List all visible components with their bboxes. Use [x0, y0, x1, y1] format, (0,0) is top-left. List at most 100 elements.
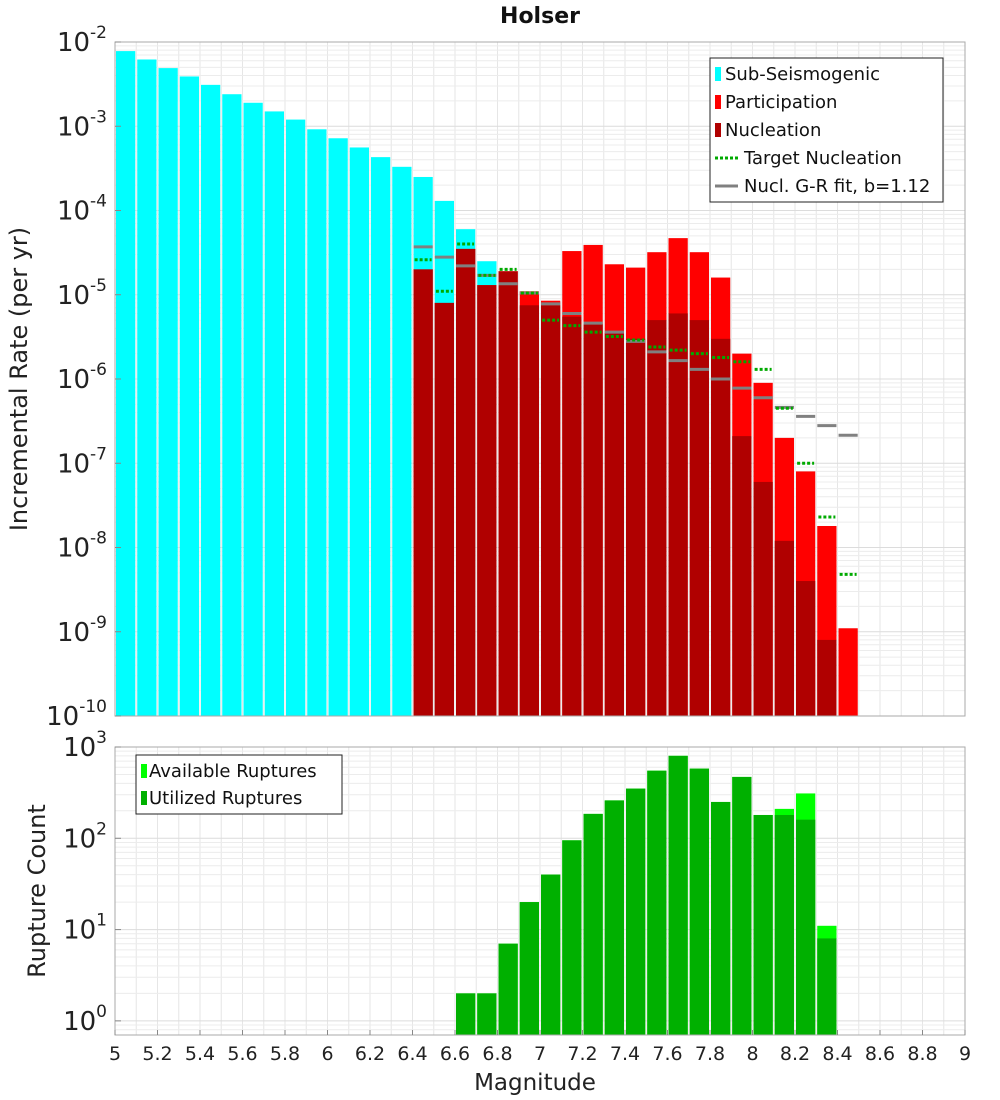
bottom-legend: Available Ruptures Utilized Ruptures — [136, 755, 342, 814]
top-ytick-label: 10-6 — [57, 360, 107, 395]
top-bar-sub-seismogenic — [116, 51, 135, 716]
top-ytick-label: 10-3 — [57, 107, 107, 142]
bottom-bar-utilized-ruptures — [499, 944, 518, 1035]
bottom-ytick-label: 102 — [63, 819, 107, 854]
top-bar-nucleation — [775, 541, 794, 716]
bottom-bar-utilized-ruptures — [626, 789, 645, 1035]
top-bar-nucleation — [754, 482, 773, 716]
top-ytick-label: 10-4 — [57, 192, 107, 227]
legend-label-sub-seismogenic: Sub-Seismogenic — [725, 64, 880, 85]
top-bar-nucleation — [414, 269, 433, 716]
top-bar-participation — [839, 628, 858, 716]
top-bar-sub-seismogenic — [137, 59, 156, 716]
top-bar-nucleation — [817, 640, 836, 716]
top-bar-sub-seismogenic — [392, 167, 411, 716]
figure: 10-10 10-9 10-8 10-7 10-6 10-5 10-4 10-3 10-2 Hol… — [0, 0, 1000, 1100]
bottom-ytick-label: 103 — [63, 728, 107, 763]
top-ytick-label: 10-2 — [57, 23, 107, 58]
bottom-bar-utilized-ruptures — [711, 802, 730, 1035]
top-bar-nucleation — [584, 324, 603, 716]
x-tick-label: 6.2 — [355, 1043, 385, 1065]
top-bar-sub-seismogenic — [244, 103, 263, 716]
bottom-bar-utilized-ruptures — [690, 769, 709, 1035]
top-bar-nucleation — [520, 305, 539, 716]
x-tick-label: 5 — [109, 1043, 121, 1065]
legend-label-target-nucleation: Target Nucleation — [743, 148, 902, 169]
legend-label-utilized-ruptures: Utilized Ruptures — [149, 788, 302, 809]
top-ytick-label: 10-7 — [57, 444, 107, 479]
top-bar-nucleation — [796, 581, 815, 716]
top-bar-sub-seismogenic — [265, 111, 284, 716]
top-ytick-label: 10-5 — [57, 276, 107, 311]
x-tick-label: 5.2 — [142, 1043, 172, 1065]
bottom-ytick-label: 100 — [63, 1002, 107, 1037]
x-axis-label: Magnitude — [474, 1070, 596, 1096]
top-bar-sub-seismogenic — [286, 120, 305, 716]
top-ytick-label: 10-9 — [57, 613, 107, 648]
top-ytick-label: 10-8 — [57, 529, 107, 564]
legend-swatch-available-ruptures — [141, 764, 147, 778]
top-bar-nucleation — [562, 317, 581, 716]
x-tick-label: 5.4 — [185, 1043, 215, 1065]
top-bar-sub-seismogenic — [350, 147, 369, 716]
top-bar-nucleation — [605, 333, 624, 716]
top-bar-nucleation — [541, 305, 560, 716]
legend-swatch-sub-seismogenic — [715, 67, 721, 81]
x-tick-label: 6.8 — [482, 1043, 512, 1065]
top-bar-sub-seismogenic — [371, 157, 390, 716]
x-tick-label: 6.6 — [440, 1043, 470, 1065]
bottom-bar-utilized-ruptures — [605, 800, 624, 1035]
x-tick-label: 8.2 — [780, 1043, 810, 1065]
bottom-bar-utilized-ruptures — [669, 756, 688, 1035]
top-bar-sub-seismogenic — [329, 138, 348, 716]
bottom-y-axis-label: Rupture Count — [23, 804, 51, 978]
x-tick-label: 7.8 — [695, 1043, 725, 1065]
top-bar-nucleation — [626, 339, 645, 716]
bottom-bar-utilized-ruptures — [562, 840, 581, 1035]
x-tick-label: 7.2 — [567, 1043, 597, 1065]
top-bar-nucleation — [499, 271, 518, 716]
top-bar-nucleation — [711, 339, 730, 716]
top-bar-nucleation — [435, 303, 454, 716]
legend-swatch-participation — [715, 95, 721, 109]
x-tick-label: 8 — [746, 1043, 758, 1065]
x-tick-label: 6.4 — [397, 1043, 427, 1065]
bottom-bar-utilized-ruptures — [817, 938, 836, 1035]
x-tick-label: 8.6 — [865, 1043, 895, 1065]
top-bar-nucleation — [690, 320, 709, 716]
x-tick-label: 8.4 — [822, 1043, 852, 1065]
x-tick-label: 6 — [321, 1043, 333, 1065]
x-tick-label: 9 — [959, 1043, 971, 1065]
top-bar-sub-seismogenic — [222, 94, 241, 716]
bottom-bar-utilized-ruptures — [456, 993, 475, 1035]
top-bar-sub-seismogenic — [307, 129, 326, 716]
top-bar-sub-seismogenic — [159, 68, 178, 716]
legend-swatch-utilized-ruptures — [141, 791, 147, 805]
legend-label-participation: Participation — [725, 92, 837, 113]
bottom-ytick-label: 101 — [63, 911, 107, 946]
bottom-bar-utilized-ruptures — [520, 902, 539, 1035]
top-bar-nucleation — [477, 285, 496, 716]
bottom-bar-utilized-ruptures — [775, 815, 794, 1035]
x-tick-label: 8.8 — [907, 1043, 937, 1065]
top-bar-sub-seismogenic — [180, 76, 199, 716]
top-ytick-label: 10-10 — [46, 697, 107, 732]
chart-svg: 10-10 10-9 10-8 10-7 10-6 10-5 10-4 10-3 10-2 Hol… — [0, 0, 1000, 1100]
chart-title: Holser — [500, 4, 580, 29]
bottom-bar-utilized-ruptures — [732, 777, 751, 1035]
top-legend: Sub-Seismogenic Participation Nucleation Ta… — [710, 58, 943, 202]
legend-label-nucleation: Nucleation — [725, 120, 821, 141]
top-bar-sub-seismogenic — [201, 85, 220, 716]
bottom-bar-utilized-ruptures — [754, 815, 773, 1035]
bottom-bar-utilized-ruptures — [647, 771, 666, 1035]
bottom-bar-utilized-ruptures — [584, 814, 603, 1035]
top-bar-nucleation — [669, 313, 688, 716]
bottom-bar-utilized-ruptures — [541, 875, 560, 1035]
top-y-axis-label: Incremental Rate (per yr) — [5, 227, 33, 531]
x-tick-label: 7 — [534, 1043, 546, 1065]
bottom-bar-utilized-ruptures — [477, 993, 496, 1035]
legend-label-available-ruptures: Available Ruptures — [149, 761, 317, 782]
x-tick-label: 5.6 — [227, 1043, 257, 1065]
top-bar-nucleation — [732, 436, 751, 716]
top-bar-nucleation — [647, 320, 666, 716]
